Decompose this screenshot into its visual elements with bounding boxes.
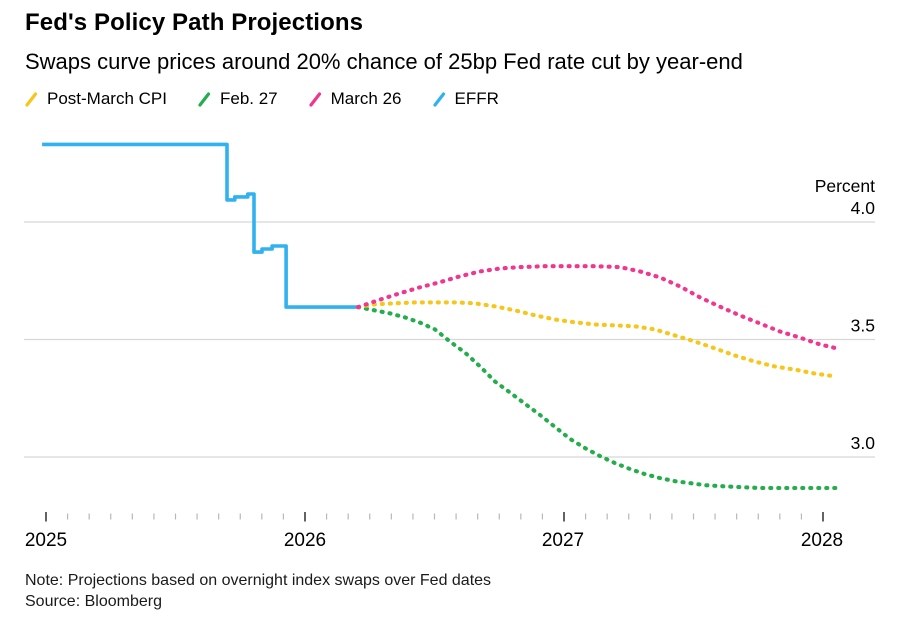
- chart-legend: Post-March CPI Feb. 27 March 26 EFFR: [24, 89, 499, 109]
- legend-slash-blue: [432, 91, 445, 107]
- y-tick-label-3-0: 3.0: [851, 433, 876, 453]
- x-tick-label-2025: 2025: [25, 530, 67, 551]
- legend-slash-yellow: [25, 91, 38, 107]
- y-tick-label-3-5: 3.5: [851, 316, 875, 336]
- legend-slash-icon: [25, 91, 38, 107]
- legend-slash-icon: [198, 91, 211, 107]
- chart-title: Fed's Policy Path Projections: [25, 9, 364, 36]
- series-lines: [42, 142, 840, 491]
- legend-slash-green: [198, 91, 211, 107]
- legend-slash-icon: [309, 91, 321, 107]
- x-tick-label-2027: 2027: [542, 530, 584, 551]
- legend-label-march-26: March 26: [330, 89, 402, 108]
- chart-note: Note: Projections based on overnight ind…: [25, 572, 492, 589]
- legend-label-feb-27: Feb. 27: [219, 89, 278, 108]
- y-tick-label-4-0: 4.0: [851, 198, 876, 218]
- legend-label-effr: EFFR: [454, 89, 499, 108]
- x-axis-ticks: [45, 512, 824, 522]
- legend-label-post-march-cpi: Post-March CPI: [47, 89, 167, 108]
- legend-item-post-march-cpi: Post-March CPI: [24, 89, 167, 109]
- chart-subtitle: Swaps curve prices around 20% chance of …: [25, 49, 743, 74]
- chart-source: Source: Bloomberg: [25, 593, 162, 610]
- x-tick-label-2026: 2026: [284, 530, 326, 551]
- x-tick-label-2028: 2028: [801, 530, 843, 551]
- legend-slash-pink: [309, 91, 321, 107]
- y-axis-unit-label: Percent: [815, 176, 875, 196]
- legend-item-feb-27: Feb. 27: [197, 89, 278, 109]
- chart-plot-area: Percent 4.0 3.5 3.0 2025 2026 2027 2028: [24, 142, 876, 551]
- series-line-effr: [42, 142, 359, 309]
- legend-item-effr: EFFR: [432, 89, 499, 109]
- series-line-feb-27: [356, 305, 840, 491]
- legend-item-march-26: March 26: [308, 89, 402, 109]
- legend-slash-icon: [432, 91, 445, 107]
- series-line-march-26: [356, 264, 840, 351]
- series-line-post-march-cpi: [356, 300, 840, 379]
